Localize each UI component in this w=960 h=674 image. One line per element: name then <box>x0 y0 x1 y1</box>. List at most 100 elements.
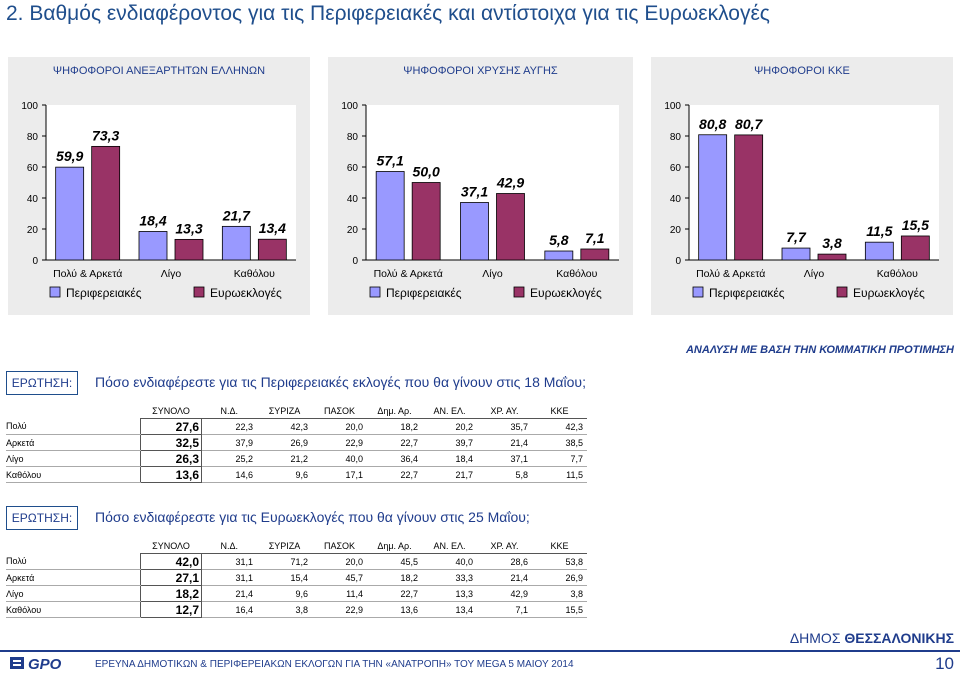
table-row: Πολύ 42,0 31,1 71,2 20,0 45,5 40,0 28,6 53,8 <box>6 553 587 570</box>
data-label: 3,8 <box>822 235 842 251</box>
bar <box>221 225 251 261</box>
chart-chrysi-avgi: ΨΗΦΟΦΟΡΟΙ ΧΡΥΣΗΣ ΑΥΓΗΣ 0 20 40 60 80 100 57,1 5… <box>328 57 633 315</box>
chart-title: ΨΗΦΟΦΟΡΟΙ ΑΝΕΞΑΡΤΗΤΩΝ ΕΛΛΗΝΩΝ <box>52 65 266 77</box>
column-header: ΣΥΝΟΛΟ <box>140 538 202 554</box>
value-cell: 9,6 <box>257 466 312 483</box>
legend-label: Περιφερειακές <box>709 286 785 300</box>
value-cell: 42,9 <box>477 585 532 602</box>
footer-text: ΕΡΕΥΝΑ ΔΗΜΟΤΙΚΩΝ & ΠΕΡΙΦΕΡΕΙΑΚΩΝ ΕΚΛΟΓΩΝ… <box>95 659 574 670</box>
total-cell: 12,7 <box>140 601 202 618</box>
table-row: Αρκετά 27,1 31,1 15,4 45,7 18,2 33,3 21,4 26,9 <box>6 569 587 586</box>
bar <box>257 238 287 261</box>
value-cell: 39,7 <box>422 434 477 451</box>
y-tick-label: 20 <box>27 225 39 236</box>
x-tick-label: Πολύ & Αρκετά <box>374 268 443 280</box>
y-tick-label: 0 <box>352 256 358 267</box>
question-label: ΕΡΩΤΗΣΗ: <box>6 506 78 530</box>
page-title: 2. Βαθμός ενδιαφέροντος για τις Περιφερε… <box>6 2 770 25</box>
value-cell: 21,4 <box>477 569 532 586</box>
plot-area <box>46 105 296 260</box>
y-tick-label: 60 <box>670 163 682 174</box>
value-cell: 13,6 <box>367 601 422 618</box>
total-cell: 13,6 <box>140 466 202 483</box>
total-cell: 18,2 <box>140 585 202 602</box>
data-label: 11,5 <box>866 223 892 239</box>
value-cell: 15,4 <box>257 569 312 586</box>
data-label: 5,8 <box>549 232 569 248</box>
value-cell: 18,4 <box>422 450 477 467</box>
value-cell: 22,3 <box>201 418 257 435</box>
data-label: 13,4 <box>259 220 286 236</box>
value-cell: 3,8 <box>532 585 587 602</box>
value-cell: 17,1 <box>312 466 367 483</box>
data-label: 57,1 <box>377 152 404 168</box>
question-label: ΕΡΩΤΗΣΗ: <box>6 371 78 395</box>
legend-swatch <box>49 286 61 298</box>
data-label: 42,9 <box>496 175 524 191</box>
column-header: ΣΥΝΟΛΟ <box>140 403 202 419</box>
value-cell: 20,2 <box>422 418 477 435</box>
bar <box>411 182 441 261</box>
column-header: ΧΡ. ΑΥ. <box>477 538 532 554</box>
svg-text:GPO: GPO <box>28 656 62 671</box>
y-tick-label: 100 <box>664 101 681 112</box>
value-cell: 28,6 <box>477 553 532 570</box>
legend-label: Περιφερειακές <box>386 286 462 300</box>
data-label: 18,4 <box>139 212 166 228</box>
gpo-logo: GPO <box>10 656 62 671</box>
column-header: ΚΚΕ <box>532 403 587 419</box>
bar <box>460 202 489 261</box>
value-cell: 22,7 <box>367 434 422 451</box>
value-cell: 26,9 <box>257 434 312 451</box>
bar <box>580 248 610 261</box>
bar <box>138 231 168 261</box>
column-header: ΚΚΕ <box>532 538 587 554</box>
legend-swatch <box>513 286 525 298</box>
y-tick-label: 40 <box>27 194 39 205</box>
row-label: Πολύ <box>6 553 141 570</box>
value-cell: 71,2 <box>257 553 312 570</box>
bar <box>781 247 811 261</box>
x-tick-label: Πολύ & Αρκετά <box>53 268 122 280</box>
value-cell: 11,4 <box>312 585 367 602</box>
bar <box>544 250 574 261</box>
table-row: Πολύ 27,6 22,3 42,3 20,0 18,2 20,2 35,7 42,3 <box>6 418 587 435</box>
value-cell: 31,1 <box>201 553 257 570</box>
value-cell: 5,8 <box>477 466 532 483</box>
value-cell: 15,5 <box>532 601 587 618</box>
data-label: 80,7 <box>735 116 763 132</box>
column-header: Ν.Δ. <box>201 403 257 419</box>
y-tick-label: 100 <box>21 101 38 112</box>
value-cell: 33,3 <box>422 569 477 586</box>
table-row: Λίγο 26,3 25,2 21,2 40,0 36,4 18,4 37,1 7,7 <box>6 450 587 467</box>
value-cell: 20,0 <box>312 418 367 435</box>
legend-swatch <box>692 286 704 298</box>
value-cell: 42,3 <box>532 418 587 435</box>
data-label: 80,8 <box>699 116 726 132</box>
bar <box>375 171 405 261</box>
results-table-regional: ΣΥΝΟΛΟ Ν.Δ. ΣΥΡΙΖΑ ΠΑΣΟΚ Δημ. Αρ. ΑΝ. ΕΛ. ΧΡ. … <box>6 403 587 483</box>
y-tick-label: 0 <box>32 256 38 267</box>
value-cell: 21,4 <box>477 434 532 451</box>
y-tick-label: 80 <box>670 132 682 143</box>
header-empty <box>6 538 141 554</box>
chart-kke: ΨΗΦΟΦΟΡΟΙ ΚΚΕ 0 20 40 60 80 100 80,8 80,7 Πολύ &… <box>651 57 953 315</box>
y-tick-label: 0 <box>675 256 681 267</box>
column-header: ΣΥΡΙΖΑ <box>257 403 312 419</box>
column-header: ΑΝ. ΕΛ. <box>422 403 477 419</box>
bar <box>734 134 764 261</box>
plot-area <box>689 105 939 260</box>
column-header: ΑΝ. ΕΛ. <box>422 538 477 554</box>
plot-area <box>366 105 619 260</box>
value-cell: 21,7 <box>422 466 477 483</box>
total-cell: 27,6 <box>140 418 202 435</box>
y-tick-label: 20 <box>347 225 359 236</box>
bar <box>864 241 894 261</box>
row-label: Λίγο <box>6 450 141 467</box>
x-tick-label: Λίγο <box>482 268 503 280</box>
column-header: Ν.Δ. <box>201 538 257 554</box>
total-cell: 27,1 <box>140 569 202 586</box>
value-cell: 36,4 <box>367 450 422 467</box>
column-header: ΠΑΣΟΚ <box>312 538 367 554</box>
table-row: Καθόλου 13,6 14,6 9,6 17,1 22,7 21,7 5,8 11,5 <box>6 466 587 483</box>
